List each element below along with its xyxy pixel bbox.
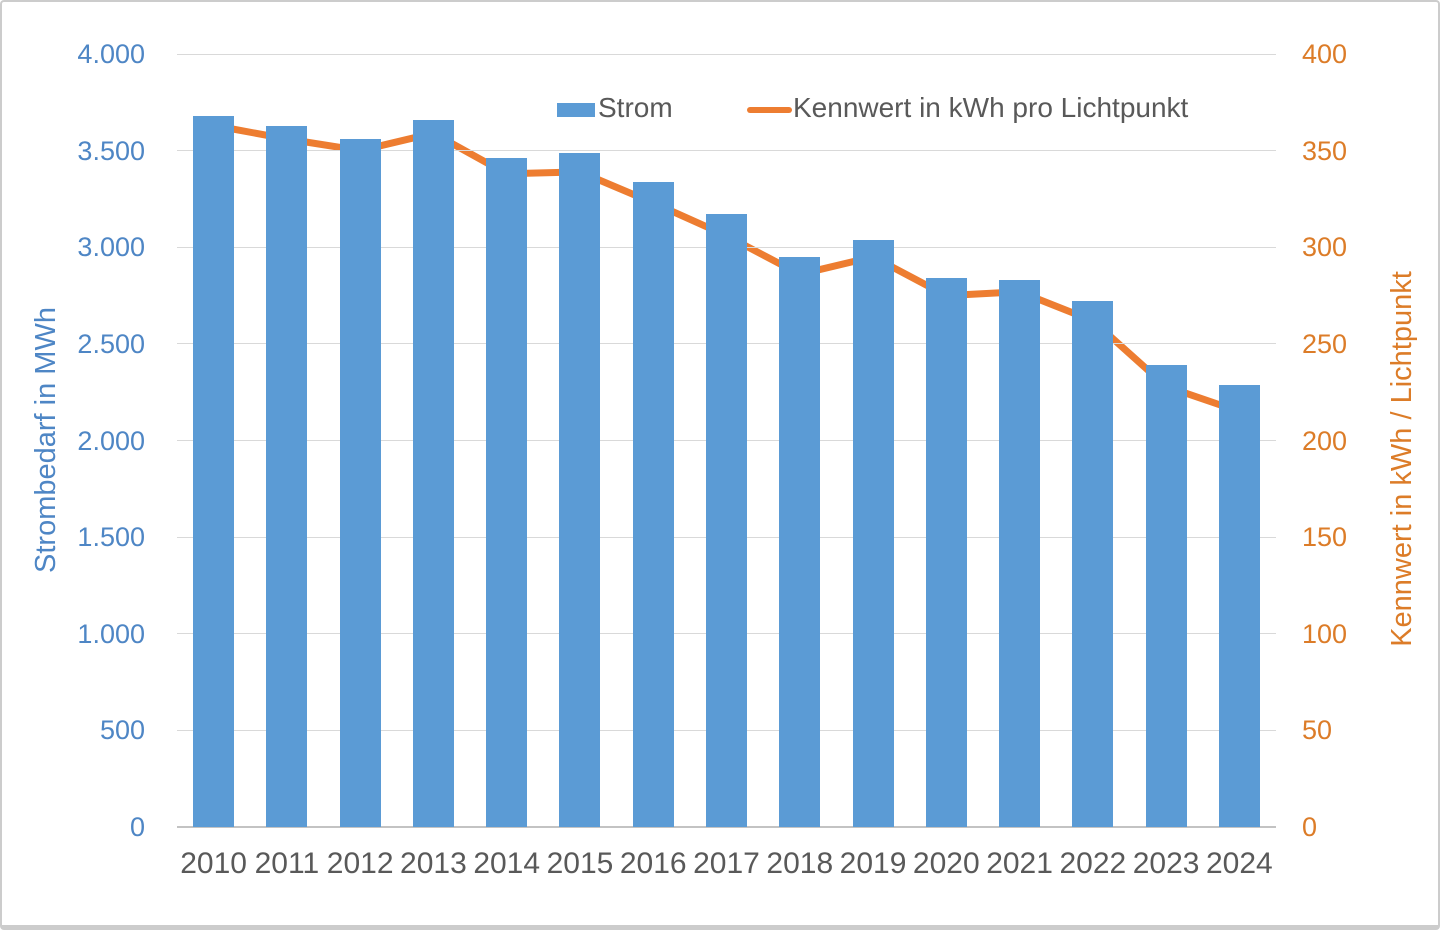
legend-strom-swatch — [557, 103, 595, 117]
left-axis-tick-label: 4.000 — [77, 39, 145, 69]
strom-bar-2021 — [999, 280, 1041, 827]
gridline — [177, 150, 1276, 152]
x-axis-label-2014: 2014 — [473, 847, 541, 880]
left-axis-tick-label: 1.000 — [77, 618, 145, 649]
plot-area — [177, 53, 1276, 828]
x-axis-label-2015: 2015 — [546, 847, 614, 880]
right-axis-title: Kennwert in kWh / Lichtpunkt — [1386, 271, 1418, 647]
strom-bar-2016 — [632, 181, 674, 827]
x-axis-line — [177, 826, 1276, 828]
left-axis-tick-label: 1.500 — [77, 522, 145, 553]
x-axis-label-2022: 2022 — [1059, 847, 1127, 880]
right-axis-tick-label: 150 — [1302, 522, 1348, 553]
x-axis-label-2011: 2011 — [254, 847, 320, 880]
strom-bar-2014 — [486, 158, 528, 827]
right-axis-tick-label: 400 — [1302, 39, 1348, 69]
left-axis-tick-label: 3.500 — [77, 135, 145, 166]
x-axis-label-2013: 2013 — [400, 847, 467, 880]
legend-kennwert-line-swatch — [747, 107, 792, 113]
strom-bar-2020 — [925, 278, 967, 827]
left-axis-tick-label: 2.500 — [77, 328, 145, 359]
strom-bar-2024 — [1218, 385, 1260, 827]
strom-bar-2023 — [1145, 365, 1187, 827]
x-axis-label-2019: 2019 — [839, 847, 907, 880]
strom-bar-2019 — [852, 239, 894, 827]
x-axis-label-2012: 2012 — [326, 847, 394, 880]
right-axis-tick-label: 350 — [1302, 135, 1348, 166]
left-axis-tick-label: 3.000 — [77, 232, 145, 263]
x-axis-label-2010: 2010 — [180, 847, 247, 880]
strom-bar-2012 — [339, 139, 381, 827]
x-axis-label-2016: 2016 — [619, 847, 687, 880]
right-axis-tick-label: 200 — [1302, 425, 1348, 456]
x-axis-label-2023: 2023 — [1132, 847, 1200, 880]
right-axis-tick-label: 300 — [1302, 232, 1348, 263]
right-axis-tick-label: 100 — [1302, 618, 1348, 649]
left-axis-tick-label: 500 — [99, 715, 145, 746]
left-axis-tick-label: 0 — [129, 812, 145, 842]
left-axis-tick-label: 2.000 — [77, 425, 145, 456]
legend-strom-label: Strom — [598, 92, 673, 123]
right-axis-tick-label: 0 — [1302, 812, 1318, 842]
right-axis-tick-label: 50 — [1302, 715, 1333, 746]
right-axis-tick-label: 250 — [1302, 328, 1348, 359]
strom-bar-2010 — [193, 115, 235, 827]
legend-kennwert-label: Kennwert in kWh pro Lichtpunkt — [793, 92, 1189, 123]
strom-bar-2022 — [1072, 301, 1114, 827]
strom-bar-2011 — [266, 125, 308, 827]
x-axis-label-2018: 2018 — [766, 847, 834, 880]
x-axis-label-2024: 2024 — [1205, 847, 1273, 880]
strom-bar-2013 — [412, 119, 454, 827]
strom-bar-2018 — [779, 256, 821, 827]
x-axis-label-2021: 2021 — [986, 847, 1053, 880]
strom-bar-2015 — [559, 152, 601, 827]
x-axis-label-2017: 2017 — [693, 847, 760, 880]
strom-bar-2017 — [706, 214, 747, 827]
x-axis-label-2020: 2020 — [912, 847, 980, 880]
gridline — [177, 53, 1276, 55]
